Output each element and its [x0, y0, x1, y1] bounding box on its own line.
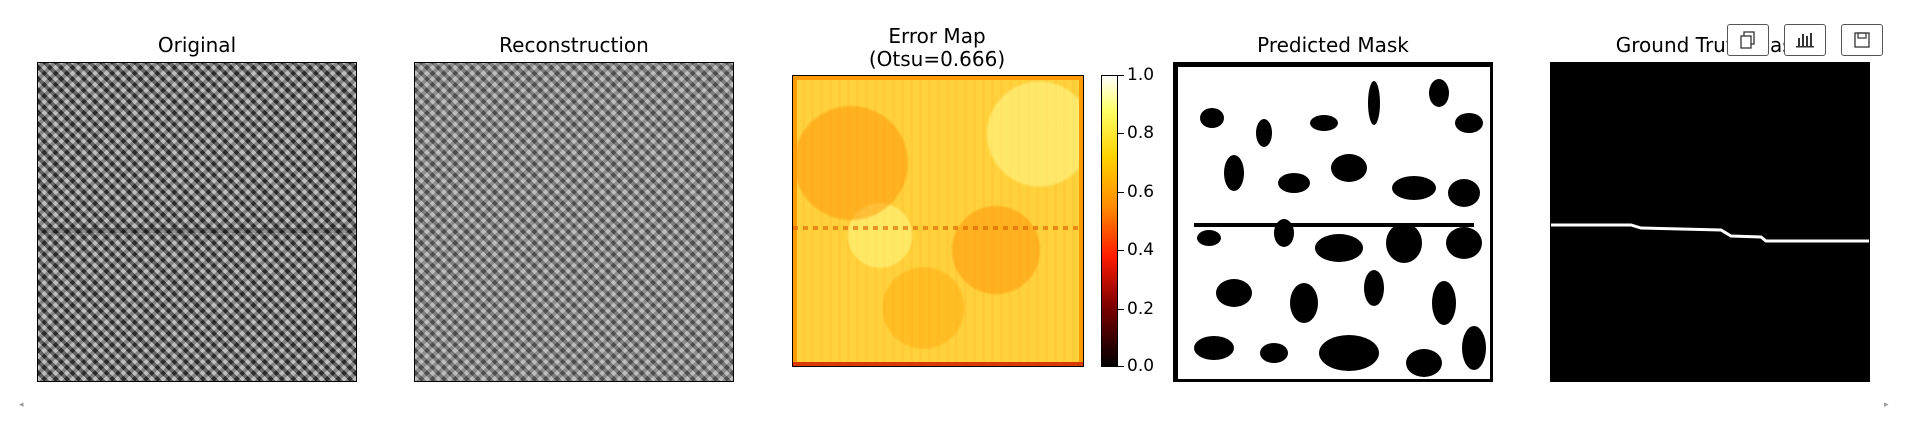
predicted-mask-title: Predicted Mask — [1257, 33, 1409, 57]
colorbar-tickmark — [1118, 309, 1124, 310]
predicted-mask-blobs — [1174, 63, 1492, 381]
scroll-right-icon[interactable]: ▸ — [1884, 400, 1889, 410]
copy-icon — [1740, 31, 1755, 49]
colorbar-tickmark — [1118, 366, 1124, 367]
colorbar-tick-label: 0.6 — [1127, 182, 1155, 202]
chart-button[interactable] — [1784, 24, 1826, 56]
colorbar-tick-label: 0.8 — [1127, 123, 1155, 143]
colorbar-tickmark — [1118, 75, 1124, 76]
save-button[interactable] — [1841, 24, 1883, 56]
error-map-image — [792, 75, 1084, 367]
colorbar-tick-label: 0.4 — [1127, 240, 1155, 260]
colorbar-tick-label: 1.0 — [1127, 65, 1155, 85]
original-title: Original — [157, 33, 237, 57]
colorbar-tick-label: 0.0 — [1127, 356, 1155, 376]
reconstruction-image — [414, 62, 734, 382]
predicted-mask-image — [1173, 62, 1493, 382]
colorbar-tick-label: 0.2 — [1127, 299, 1155, 319]
colorbar — [1101, 75, 1118, 367]
original-image — [37, 62, 357, 382]
original-defect-line — [38, 228, 356, 233]
colorbar-tickmark — [1118, 133, 1124, 134]
error-map-defect-line — [793, 226, 1083, 230]
ground-truth-defect-line — [1551, 223, 1869, 243]
save-icon — [1854, 32, 1870, 48]
reconstruction-title: Reconstruction — [499, 33, 649, 57]
bar-chart-icon — [1796, 33, 1814, 48]
copy-button[interactable] — [1727, 24, 1769, 56]
error-map-title: Error Map (Otsu=0.666) — [868, 24, 1006, 71]
colorbar-tickmark — [1118, 250, 1124, 251]
scroll-left-icon[interactable]: ◂ — [19, 400, 24, 410]
colorbar-tickmark — [1118, 192, 1124, 193]
ground-truth-image — [1550, 62, 1870, 382]
